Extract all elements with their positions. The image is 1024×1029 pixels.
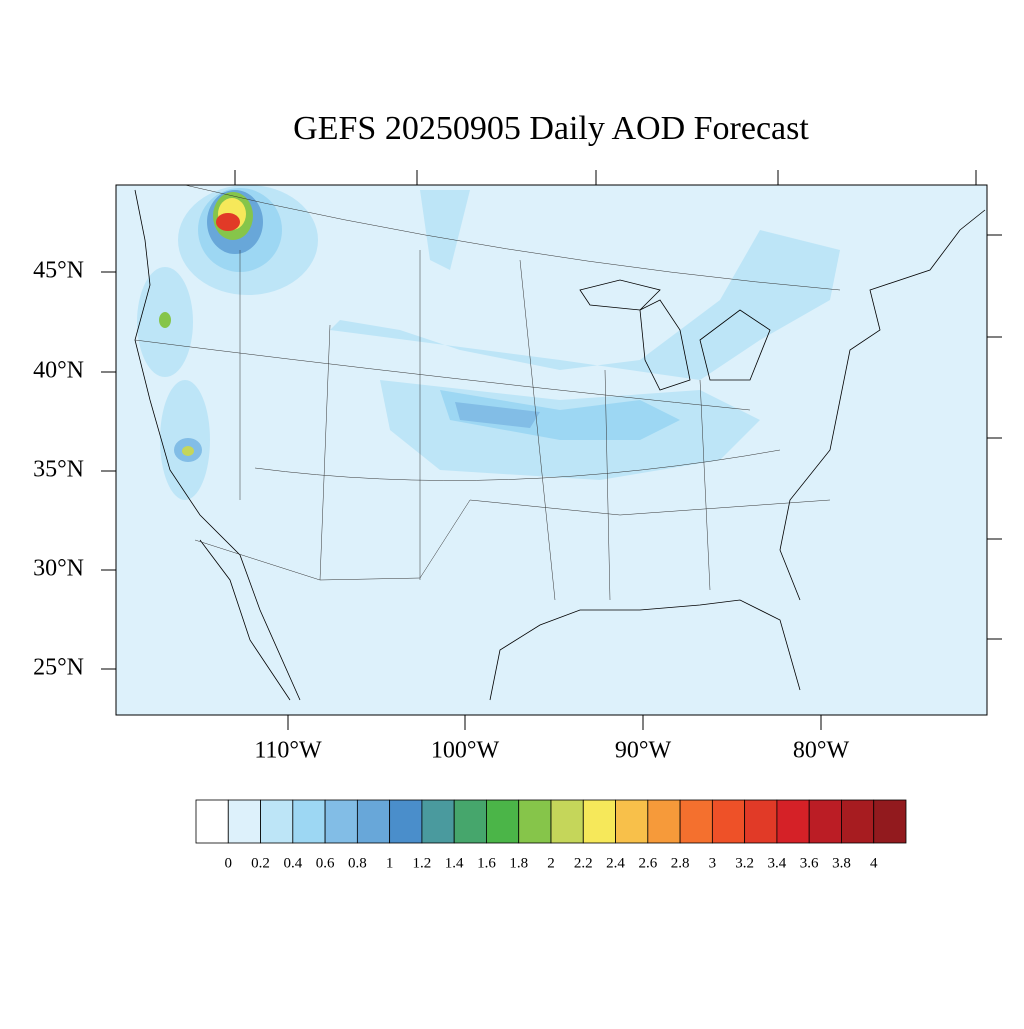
lon-label: 80°W: [793, 738, 850, 764]
coastlines: [134, 189, 986, 701]
colorbar-label: 3.4: [768, 855, 787, 871]
colorbar-label: 1.8: [509, 855, 528, 871]
colorbar-label: 4: [870, 855, 878, 871]
colorbar-label: 3: [709, 855, 717, 871]
colorbar-box: [486, 799, 520, 844]
colorbar-label: 2.4: [606, 855, 625, 871]
colorbar-label: 0.8: [348, 855, 367, 871]
colorbar-box: [453, 799, 487, 844]
aod-plumes: [137, 185, 840, 500]
colorbar-label: 3.6: [800, 855, 819, 871]
colorbar-label: 2.8: [671, 855, 690, 871]
map-ticks: [101, 170, 1002, 730]
colorbar-box: [550, 799, 584, 844]
borders: [134, 184, 841, 601]
lon-label: 100°W: [431, 738, 500, 764]
colorbar-label: 1.6: [477, 855, 496, 871]
colorbar-box: [744, 799, 778, 844]
colorbar-box: [389, 799, 423, 844]
colorbar-box: [679, 799, 713, 844]
colorbar-label: 0.4: [283, 855, 302, 871]
colorbar-box: [647, 799, 681, 844]
colorbar-box: [776, 799, 810, 844]
colorbar-label: 1: [386, 855, 394, 871]
lat-label: 45°N: [33, 258, 84, 284]
lon-label: 110°W: [254, 738, 322, 764]
colorbar-box: [582, 799, 616, 844]
map: [101, 170, 1002, 730]
colorbar-box: [227, 799, 261, 844]
colorbar-box: [841, 799, 875, 844]
colorbar-box: [421, 799, 455, 844]
colorbar-label: 0.2: [251, 855, 270, 871]
lat-label: 35°N: [33, 457, 84, 483]
colorbar-box: [615, 799, 649, 844]
lon-label: 90°W: [615, 738, 672, 764]
colorbar-box: [324, 799, 358, 844]
colorbar-box: [260, 799, 294, 844]
colorbar-box: [711, 799, 746, 844]
title: GEFS 20250905 Daily AOD Forecast: [293, 110, 809, 147]
colorbar-label: 1.2: [413, 855, 432, 871]
lat-label: 25°N: [33, 655, 84, 681]
colorbar-box: [195, 799, 229, 844]
map-frame: [115, 184, 988, 716]
colorbar-label: 3.8: [832, 855, 851, 871]
axis-labels: 45°N 40°N 35°N 30°N 25°N 110°W 100°W 90°W 80°W: [33, 258, 849, 764]
colorbar-label: 0: [225, 855, 233, 871]
colorbar-box: [356, 799, 391, 844]
colorbar-label: 2.6: [638, 855, 657, 871]
colorbar-label: 0.6: [316, 855, 335, 871]
colorbar-label: 2.2: [574, 855, 593, 871]
colorbar-label: 2: [547, 855, 555, 871]
lat-label: 40°N: [33, 358, 84, 384]
colorbar-box: [518, 799, 552, 844]
colorbar-box: [873, 799, 907, 844]
colorbar-label: 1.4: [445, 855, 464, 871]
colorbar-box: [292, 799, 326, 844]
colorbar: 0 0.2 0.4 0.6 0.8 1 1.2 1.4 1.6 1.8 2 2.2 2.4 2.6 2.8 3…: [195, 799, 907, 871]
lat-label: 30°N: [33, 556, 84, 582]
colorbar-box: [808, 799, 842, 844]
colorbar-label: 3.2: [735, 855, 754, 871]
